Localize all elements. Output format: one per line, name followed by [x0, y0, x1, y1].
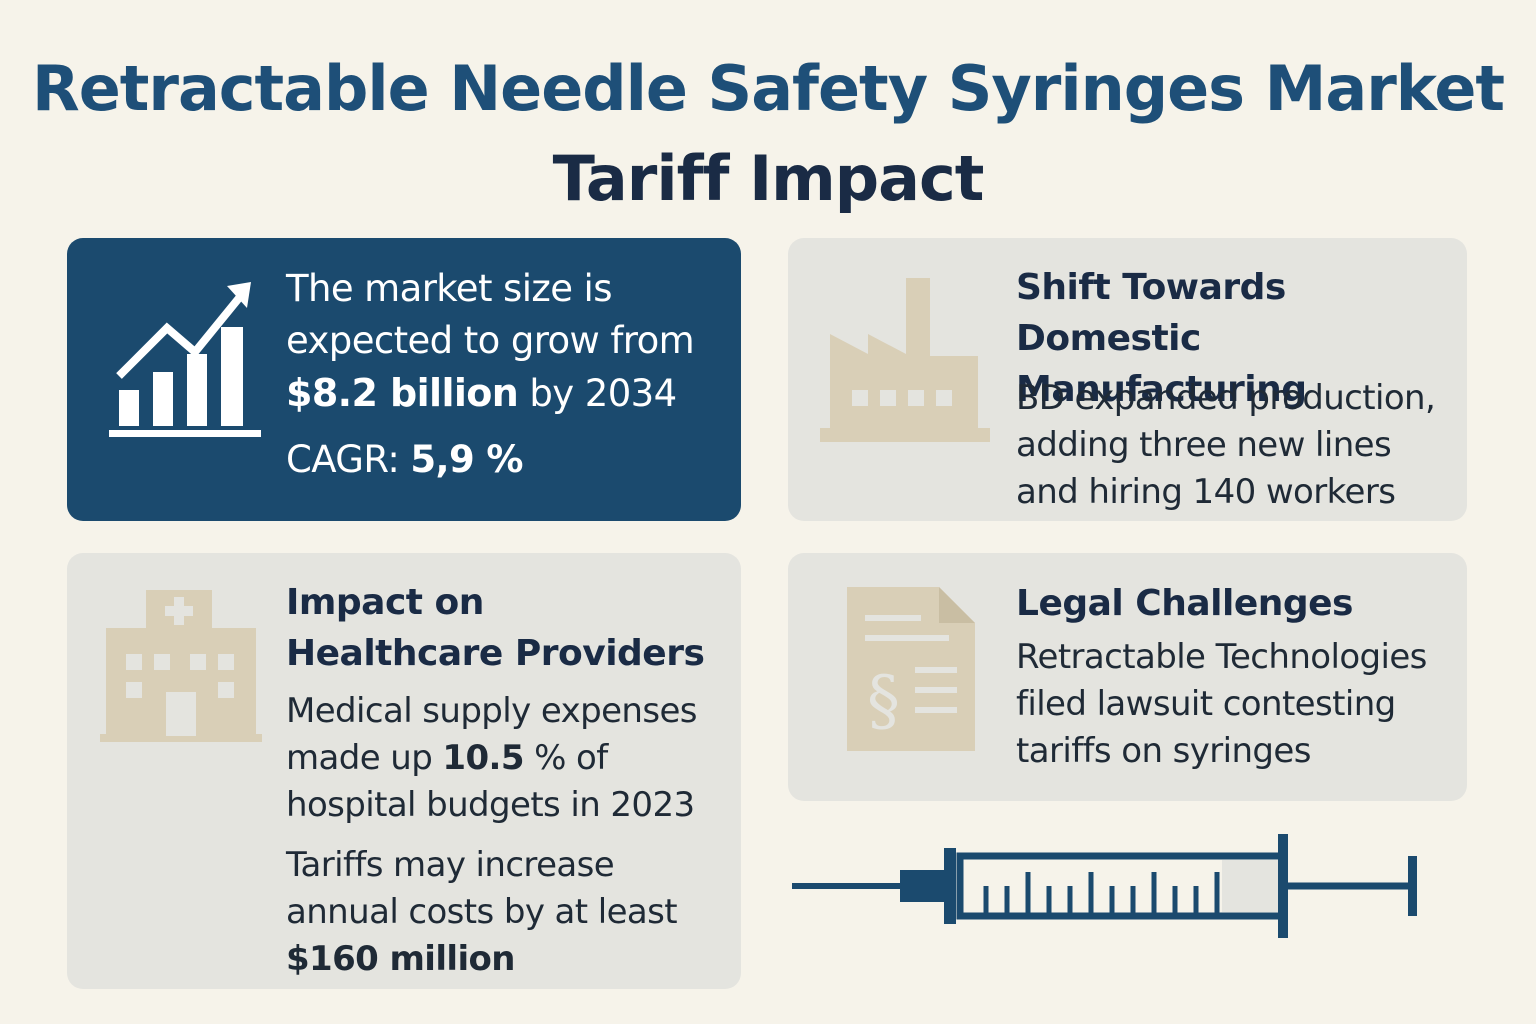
healthcare-body1-line-3: hospital budgets in 2023: [286, 785, 695, 825]
legal-body-line-3: tariffs on syringes: [1016, 731, 1311, 771]
market-size-card: [67, 238, 741, 521]
market-line-2: expected to grow from: [286, 319, 695, 362]
domestic-heading: Shift Towards Domestic Manufacturing: [1016, 262, 1461, 415]
cagr-text: CAGR: 5,9 %: [286, 438, 523, 482]
syringe-icon: [792, 834, 1417, 938]
domestic-body: BD expanded production, adding three new…: [1016, 375, 1461, 516]
legal-document-icon: §: [847, 587, 975, 751]
page-title: Retractable Needle Safety Syringes Marke…: [31, 52, 1505, 125]
page-subtitle: Tariff Impact: [552, 142, 985, 215]
healthcare-body1-pre: made up: [286, 738, 443, 778]
cagr-label: CAGR:: [286, 438, 411, 481]
healthcare-heading-line-1: Impact on: [286, 582, 484, 623]
domestic-body-line-3: and hiring 140 workers: [1016, 472, 1396, 512]
growth-chart-icon: [109, 282, 261, 437]
healthcare-body1-post: % of: [523, 738, 608, 778]
healthcare-body2-line-1: Tariffs may increase: [286, 845, 615, 885]
market-line-1: The market size is: [286, 267, 613, 310]
healthcare-heading: Impact on Healthcare Providers: [286, 577, 726, 679]
legal-heading: Legal Challenges: [1016, 583, 1353, 624]
domestic-heading-line-1: Shift Towards: [1016, 267, 1286, 308]
legal-body-line-2: filed lawsuit contesting: [1016, 684, 1396, 724]
cagr-value: 5,9 %: [410, 438, 523, 481]
svg-text:§: §: [867, 662, 900, 739]
healthcare-body2-line-2: annual costs by at least: [286, 892, 678, 932]
domestic-heading-line-2: Domestic Manufacturing: [1016, 318, 1307, 410]
healthcare-cost-value: $160 million: [286, 939, 515, 979]
legal-body: Retractable Technologies filed lawsuit c…: [1016, 634, 1461, 775]
domestic-body-line-1: BD expanded production,: [1016, 378, 1436, 418]
healthcare-body1-line-1: Medical supply expenses: [286, 691, 698, 731]
market-year: by 2034: [518, 372, 677, 415]
domestic-body-line-2: adding three new lines: [1016, 425, 1392, 465]
market-value: $8.2 billion: [286, 371, 519, 415]
factory-icon: [820, 278, 990, 442]
healthcare-heading-line-2: Healthcare Providers: [286, 633, 705, 674]
legal-body-line-1: Retractable Technologies: [1016, 637, 1427, 677]
healthcare-budget-value: 10.5: [442, 738, 524, 778]
market-growth-text: The market size is expected to grow from…: [286, 263, 736, 420]
hospital-icon: [100, 590, 262, 742]
healthcare-budget-text: Medical supply expenses made up 10.5 % o…: [286, 688, 726, 829]
healthcare-tariff-text: Tariffs may increase annual costs by at …: [286, 842, 726, 983]
